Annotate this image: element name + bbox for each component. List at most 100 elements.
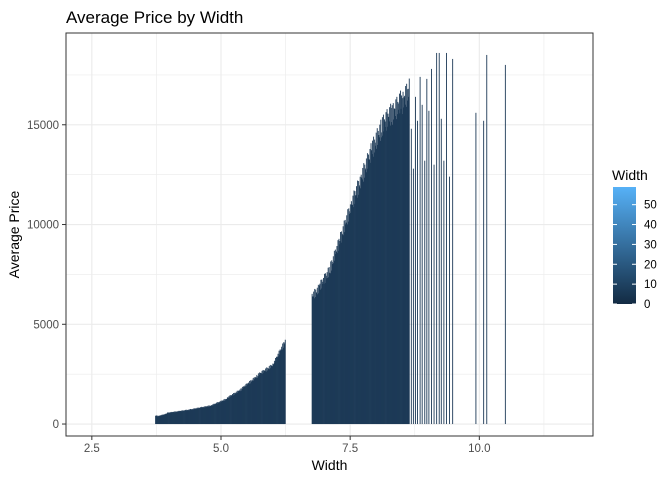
bar	[169, 412, 171, 425]
bar	[265, 371, 267, 425]
bar	[186, 410, 188, 425]
bar	[197, 407, 199, 425]
bar	[218, 402, 220, 425]
bar	[171, 411, 173, 425]
bar	[361, 179, 363, 425]
bar	[277, 356, 278, 425]
bar	[403, 107, 405, 425]
bar	[317, 294, 319, 425]
bar	[390, 103, 392, 425]
bar	[177, 410, 179, 425]
bar	[322, 283, 323, 425]
bar	[166, 413, 168, 425]
bar	[161, 415, 163, 425]
bar	[386, 130, 387, 425]
bar	[365, 158, 367, 425]
bar	[189, 409, 191, 425]
bar	[163, 414, 165, 425]
bar	[187, 409, 189, 425]
bar	[256, 375, 258, 425]
x-tick-label: 2.5	[84, 443, 100, 455]
bar	[412, 168, 414, 425]
bar	[395, 99, 397, 425]
bar	[281, 349, 283, 425]
bar	[346, 224, 348, 425]
bar	[351, 204, 353, 425]
bar	[403, 97, 405, 425]
bar	[218, 402, 220, 425]
bar	[357, 180, 359, 425]
bar	[237, 390, 239, 425]
bar	[229, 397, 230, 425]
bar	[421, 104, 423, 425]
bar	[190, 409, 192, 425]
bar	[375, 145, 377, 425]
bar	[167, 412, 168, 425]
bar	[216, 403, 218, 425]
bar	[234, 392, 236, 425]
bar	[198, 408, 199, 425]
bar	[388, 121, 390, 425]
bar	[385, 112, 387, 425]
bar	[376, 128, 378, 425]
bar	[228, 396, 230, 425]
bar	[263, 372, 265, 425]
bar	[159, 415, 161, 425]
bar	[282, 343, 284, 425]
bar	[174, 412, 176, 425]
bar	[272, 363, 274, 425]
bar	[318, 293, 320, 425]
bar	[282, 347, 284, 425]
bar	[339, 244, 340, 425]
bar	[320, 288, 322, 425]
bar	[374, 142, 376, 425]
bar	[372, 156, 374, 425]
bar	[175, 411, 177, 425]
bar	[162, 414, 164, 425]
bar	[376, 148, 378, 425]
bar	[254, 377, 256, 425]
bar	[178, 410, 180, 425]
bar	[398, 109, 400, 425]
bar	[196, 407, 198, 425]
bar	[393, 108, 395, 425]
bar	[368, 159, 370, 425]
bar	[257, 373, 259, 425]
legend: Width 0 10 20 30 40 50	[612, 167, 657, 311]
bar	[370, 143, 372, 425]
bar	[220, 402, 222, 425]
legend-colorbar	[613, 187, 636, 304]
bar	[363, 177, 365, 425]
bar	[249, 383, 251, 425]
bar	[340, 232, 341, 425]
bar	[224, 398, 226, 425]
bar	[224, 400, 226, 425]
bar	[356, 197, 358, 425]
bar	[328, 277, 330, 425]
bar	[363, 163, 365, 425]
legend-label: 0	[644, 299, 650, 311]
bar	[353, 207, 354, 425]
bar	[322, 281, 324, 425]
bar	[252, 377, 254, 425]
bar	[245, 383, 247, 425]
bar	[256, 377, 258, 425]
bar	[221, 401, 223, 425]
bar	[313, 298, 315, 425]
bar	[405, 86, 407, 425]
bar	[355, 195, 356, 425]
bar	[367, 154, 369, 425]
bar	[195, 408, 197, 425]
bar	[220, 400, 222, 425]
bar	[176, 411, 178, 425]
bar	[219, 402, 221, 425]
bar	[243, 387, 245, 425]
bar	[173, 411, 175, 425]
legend-title: Width	[612, 167, 648, 183]
bar	[195, 408, 197, 425]
chart-title: Average Price by Width	[66, 8, 243, 27]
bar	[279, 349, 281, 425]
bar	[362, 167, 364, 425]
bar	[408, 96, 410, 425]
bar	[357, 194, 359, 425]
